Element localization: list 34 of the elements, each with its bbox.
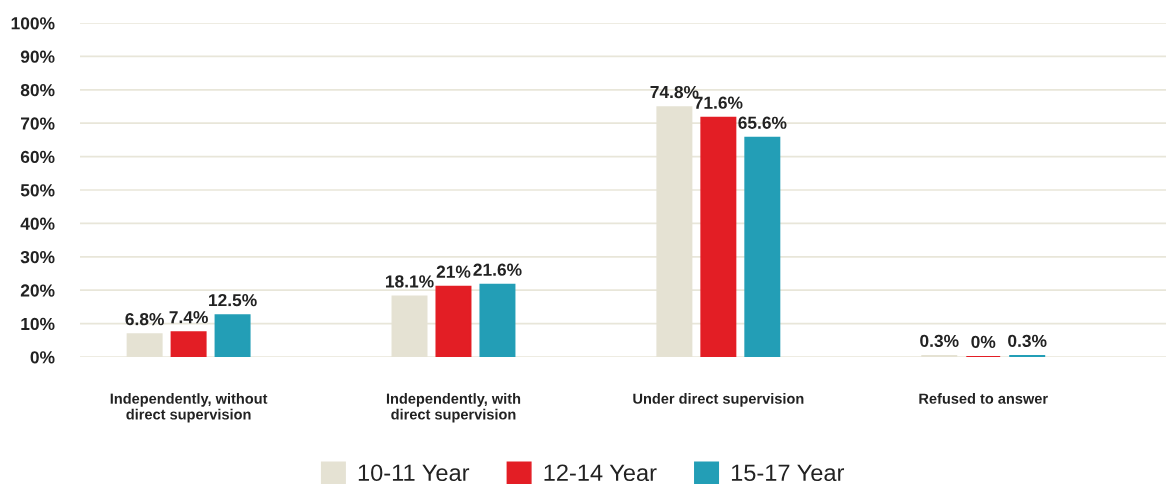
- legend-label: 12-14 Year: [544, 464, 657, 482]
- legend-label: 10-11 Year: [358, 464, 470, 482]
- y-tick-label: 50%: [20, 184, 55, 197]
- bar: [479, 283, 516, 357]
- y-tick-label: 30%: [20, 250, 55, 264]
- y-tick-label: 0%: [30, 351, 55, 364]
- data-label: 65.6%: [738, 116, 787, 129]
- data-label: 0%: [971, 335, 996, 349]
- data-label: 7.4%: [169, 311, 208, 324]
- y-tick-label: 60%: [20, 150, 55, 164]
- data-label: 18.1%: [385, 275, 434, 288]
- data-label: 21.6%: [473, 263, 522, 276]
- y-tick-label: 80%: [20, 83, 55, 97]
- x-tick-label: Refused to answer: [919, 393, 1048, 404]
- bar: [435, 285, 472, 357]
- bar: [700, 116, 737, 357]
- data-label: 12.5%: [209, 293, 257, 307]
- x-tick-label: Independently, with direct supervision: [386, 393, 521, 423]
- legend-label: 15-17 Year: [731, 464, 845, 482]
- bar: [214, 314, 251, 357]
- data-label: 21%: [436, 265, 471, 278]
- bar: [170, 331, 207, 357]
- y-tick-label: 100%: [11, 17, 55, 30]
- x-tick-label: Under direct supervision: [633, 393, 804, 407]
- y-tick-label: 20%: [20, 284, 55, 297]
- data-label: 6.8%: [125, 313, 164, 326]
- x-tick-label: Independently, without direct supervision: [110, 393, 268, 423]
- y-tick-label: 70%: [21, 117, 55, 130]
- data-label: 0.3%: [1008, 334, 1047, 348]
- bar: [744, 136, 781, 357]
- y-tick-label: 40%: [20, 217, 55, 230]
- data-label: 0.3%: [920, 334, 959, 348]
- y-tick-label: 10%: [21, 317, 55, 331]
- y-tick-label: 90%: [20, 50, 55, 63]
